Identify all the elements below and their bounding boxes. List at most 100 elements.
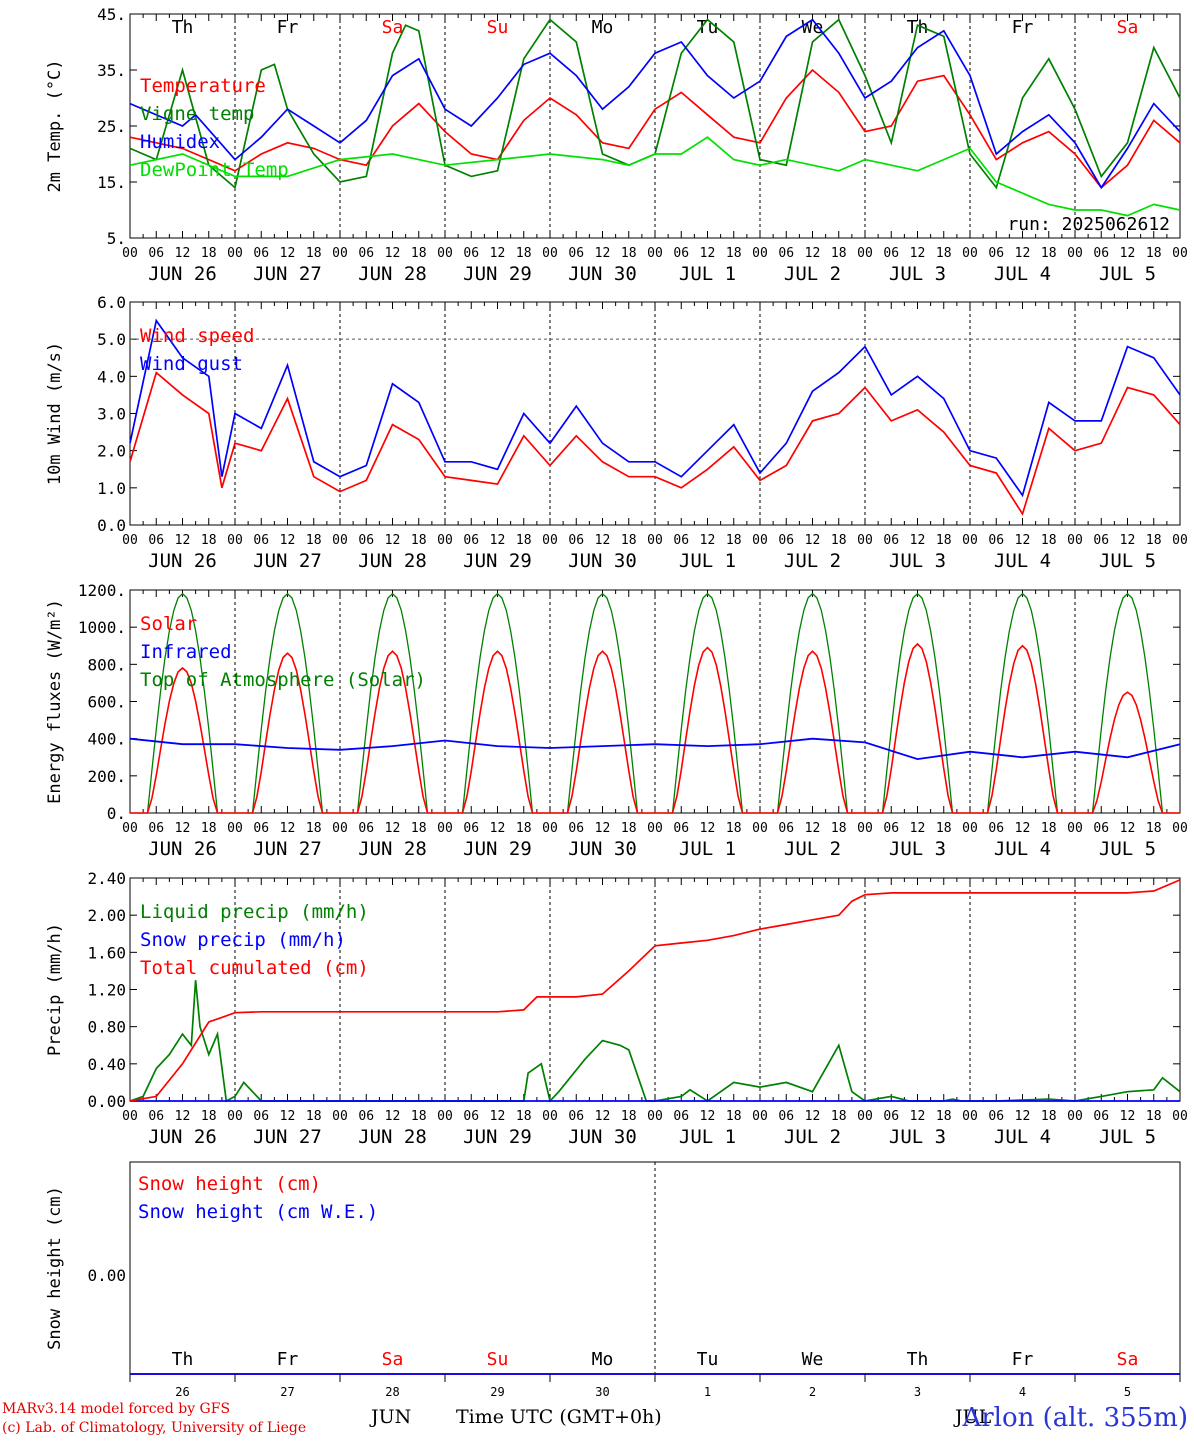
- hour-tick-label: 00: [542, 246, 558, 261]
- date-label: JUL 3: [889, 1126, 946, 1148]
- hour-tick-label: 18: [621, 533, 637, 548]
- panel-frame: [129, 13, 1181, 239]
- hour-tick-label: 12: [490, 246, 506, 261]
- y-tick-label: 35.: [97, 61, 126, 80]
- date-label: JUN 30: [568, 550, 637, 572]
- hour-tick-label: 06: [988, 821, 1004, 836]
- hour-tick-label: 18: [831, 1109, 847, 1124]
- day-number-label: 27: [280, 1385, 294, 1399]
- y-axis-label: Snow height (cm): [45, 1186, 65, 1350]
- hour-tick-label: 12: [490, 1109, 506, 1124]
- date-label: JUN 30: [568, 838, 637, 860]
- hour-tick-label: 06: [988, 1109, 1004, 1124]
- hour-tick-label: 06: [253, 246, 269, 261]
- hour-tick-label: 00: [647, 821, 663, 836]
- date-label: JUN 29: [463, 838, 532, 860]
- hour-tick-label: 06: [673, 821, 689, 836]
- hour-tick-label: 06: [568, 533, 584, 548]
- hour-tick-label: 18: [201, 246, 217, 261]
- hour-tick-label: 12: [175, 821, 191, 836]
- date-label: JUN 29: [463, 263, 532, 285]
- hour-tick-label: 00: [857, 821, 873, 836]
- legend-entry: Top of Atmosphere (Solar): [140, 669, 426, 691]
- series-line: [129, 136, 1181, 217]
- day-number-label: 26: [175, 1385, 189, 1399]
- hour-tick-label: 12: [595, 821, 611, 836]
- weekday-label: Fr: [1012, 1349, 1034, 1370]
- date-label: JUN 30: [568, 263, 637, 285]
- series-line: [129, 18, 1181, 190]
- hour-tick-label: 06: [148, 533, 164, 548]
- hour-tick-label: 00: [437, 1109, 453, 1124]
- hour-tick-label: 00: [1067, 246, 1083, 261]
- y-tick-label: 0.0: [97, 516, 126, 535]
- hour-tick-label: 00: [122, 821, 138, 836]
- weekday-label: Th: [172, 1349, 194, 1370]
- y-tick-label: 0.00: [87, 1092, 126, 1111]
- hour-tick-label: 18: [621, 821, 637, 836]
- hour-tick-label: 12: [805, 533, 821, 548]
- date-label: JUL 2: [784, 838, 841, 860]
- weekday-label: Th: [172, 17, 194, 38]
- hour-tick-label: 18: [411, 533, 427, 548]
- hour-tick-label: 18: [936, 246, 952, 261]
- hour-tick-label: 00: [962, 533, 978, 548]
- hour-tick-label: 00: [752, 821, 768, 836]
- hour-tick-label: 00: [1172, 821, 1188, 836]
- legend-entry: DewPoint Temp: [140, 159, 289, 181]
- y-tick-label: 200.: [87, 767, 126, 786]
- legend-entry: Snow precip (mm/h): [140, 929, 346, 951]
- hour-tick-label: 00: [332, 533, 348, 548]
- hour-tick-label: 00: [437, 533, 453, 548]
- weekday-label: Sa: [1117, 1349, 1139, 1370]
- hour-tick-label: 06: [883, 533, 899, 548]
- hour-tick-label: 06: [883, 1109, 899, 1124]
- hour-tick-label: 00: [227, 821, 243, 836]
- weekday-label: Mo: [592, 17, 614, 38]
- hour-tick-label: 18: [726, 821, 742, 836]
- hour-tick-label: 06: [778, 821, 794, 836]
- hour-tick-label: 06: [673, 533, 689, 548]
- hour-tick-label: 12: [595, 533, 611, 548]
- date-label: JUN 29: [463, 550, 532, 572]
- legend-entry: Snow height (cm): [138, 1173, 321, 1195]
- hour-tick-label: 06: [988, 246, 1004, 261]
- y-axis-label: 2m Temp. (°C): [45, 59, 65, 192]
- hour-tick-label: 18: [516, 533, 532, 548]
- hour-tick-label: 00: [542, 533, 558, 548]
- y-tick-label: 600.: [87, 693, 126, 712]
- hour-tick-label: 06: [1093, 533, 1109, 548]
- weekday-label: Sa: [1117, 17, 1139, 38]
- hour-tick-label: 00: [1172, 533, 1188, 548]
- weekday-label: Th: [907, 1349, 929, 1370]
- hour-tick-label: 12: [700, 821, 716, 836]
- y-tick-label: 1000.: [78, 618, 126, 637]
- run-label: run: 2025062612: [1007, 214, 1170, 235]
- hour-tick-label: 00: [437, 821, 453, 836]
- hour-tick-label: 00: [752, 1109, 768, 1124]
- hour-tick-label: 12: [385, 821, 401, 836]
- hour-tick-label: 12: [175, 533, 191, 548]
- legend-entry: Snow height (cm W.E.): [138, 1201, 378, 1223]
- hour-tick-label: 06: [463, 1109, 479, 1124]
- legend-entry: Temperature: [140, 75, 266, 97]
- weekday-label: Fr: [1012, 17, 1034, 38]
- x-axis-title: Time UTC (GMT+0h): [456, 1406, 662, 1428]
- date-label: JUN 26: [148, 263, 217, 285]
- hour-tick-label: 18: [1146, 1109, 1162, 1124]
- hour-tick-label: 00: [227, 1109, 243, 1124]
- hour-tick-label: 00: [122, 246, 138, 261]
- hour-tick-label: 18: [411, 821, 427, 836]
- hour-tick-label: 06: [883, 246, 899, 261]
- hour-tick-label: 12: [805, 1109, 821, 1124]
- hour-tick-label: 12: [1120, 1109, 1136, 1124]
- y-axis-label: 10m Wind (m/s): [45, 342, 65, 485]
- hour-tick-label: 06: [358, 821, 374, 836]
- weekday-label: Fr: [277, 1349, 299, 1370]
- day-number-label: 29: [490, 1385, 504, 1399]
- hour-tick-label: 06: [253, 533, 269, 548]
- hour-tick-label: 18: [411, 1109, 427, 1124]
- y-tick-label: 400.: [87, 730, 126, 749]
- date-label: JUL 5: [1099, 1126, 1156, 1148]
